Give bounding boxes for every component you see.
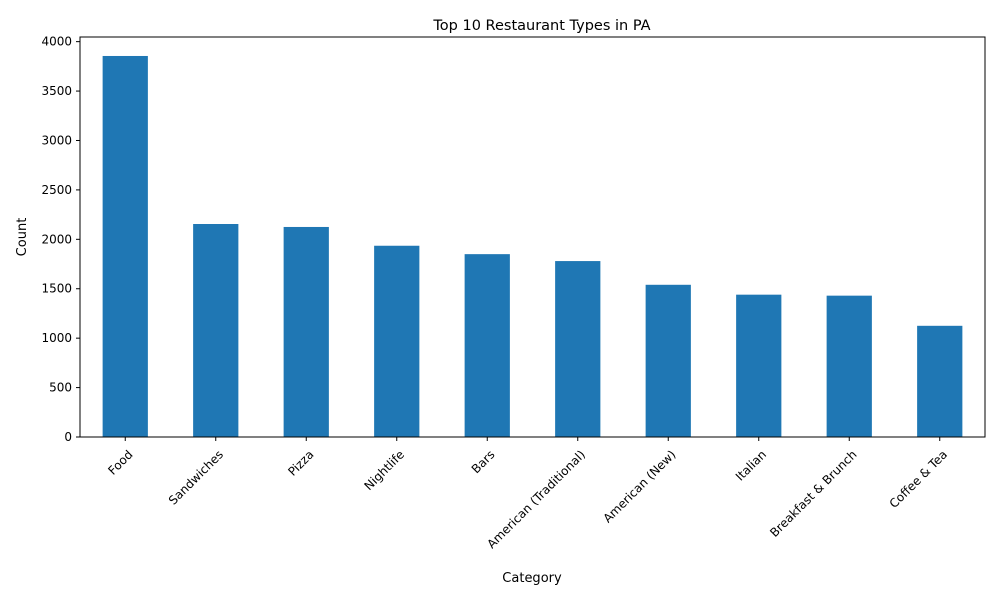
y-tick-label: 4000: [41, 35, 72, 49]
x-tick-label: Italian: [733, 447, 769, 483]
bar: [283, 226, 329, 437]
y-tick-label: 3000: [41, 133, 72, 147]
bar: [464, 254, 510, 437]
x-tick-label: Pizza: [285, 447, 316, 478]
bar: [826, 295, 872, 437]
x-tick-label: Sandwiches: [166, 447, 226, 507]
plot-frame: [79, 36, 986, 438]
y-axis-label: Count: [15, 218, 30, 257]
y-tick-label: 2500: [41, 183, 72, 197]
bar: [917, 325, 963, 437]
x-axis-label: Category: [502, 571, 562, 586]
x-tick-label: Coffee & Tea: [887, 447, 950, 510]
bar: [736, 294, 782, 437]
y-tick-label: 3500: [41, 84, 72, 98]
x-tick-label: Food: [105, 447, 135, 477]
bar: [102, 55, 148, 437]
bar: [555, 261, 601, 437]
bar: [645, 284, 691, 437]
y-tick-label: 1500: [41, 282, 72, 296]
x-tick-label: Breakfast & Brunch: [767, 447, 859, 539]
bar: [374, 245, 420, 437]
bars-group: [102, 55, 963, 437]
bar: [193, 224, 239, 437]
chart-title: Top 10 Restaurant Types in PA: [432, 18, 650, 34]
y-tick-label: 500: [49, 381, 72, 395]
y-axis-ticks: 0 500 1000 1500 2000 2500 3000 3500 4000: [41, 35, 80, 444]
x-tick-label: Bars: [469, 447, 498, 476]
y-tick-label: 1000: [41, 331, 72, 345]
x-tick-label: American (New): [600, 447, 678, 525]
y-tick-label: 2000: [41, 232, 72, 246]
y-tick-label: 0: [64, 430, 72, 444]
x-tick-label: American (Traditional): [484, 447, 588, 551]
x-axis-ticks: Food Sandwiches Pizza Nightlife BarsAmerican…: [105, 437, 950, 551]
x-tick-label: Nightlife: [361, 447, 407, 493]
